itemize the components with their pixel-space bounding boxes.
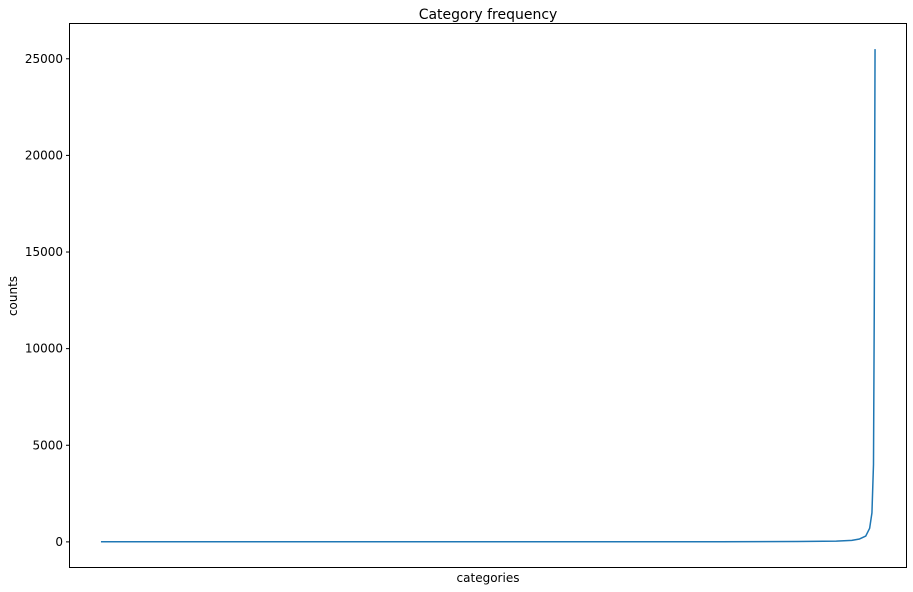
- plot-area: [100, 49, 876, 543]
- y-tick-label: 25000: [25, 52, 63, 66]
- y-axis-label: counts: [6, 276, 20, 316]
- series-line-0: [100, 49, 876, 543]
- y-axis: 0 5000 10000 15000 20000 25000: [25, 52, 70, 549]
- chart-title: Category frequency: [419, 7, 558, 23]
- plot-frame: [69, 23, 907, 568]
- y-tick-label: 20000: [25, 148, 63, 162]
- y-tick-label: 10000: [25, 342, 63, 356]
- y-tick-label: 0: [55, 535, 63, 549]
- x-axis-label: categories: [457, 571, 520, 585]
- y-tick-label: 15000: [25, 245, 63, 259]
- y-tick-label: 5000: [32, 438, 63, 452]
